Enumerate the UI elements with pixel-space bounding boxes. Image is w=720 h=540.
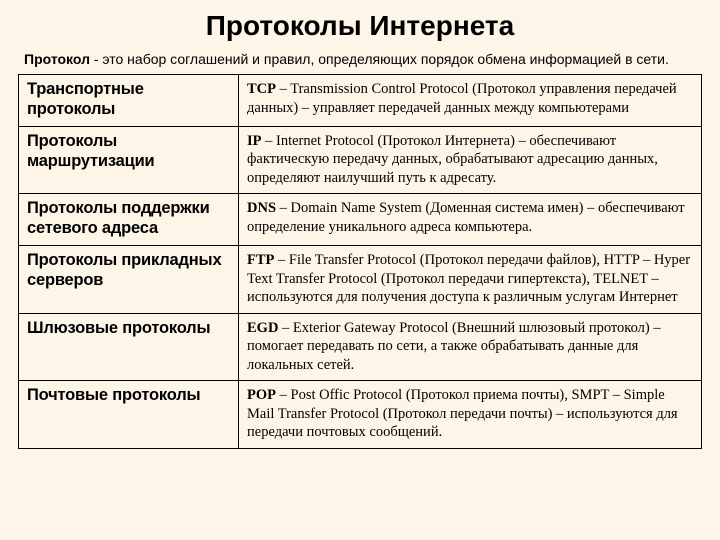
protocol-description: EGD – Exterior Gateway Protocol (Внешний…	[239, 313, 702, 381]
table-row: Протоколы поддержки сетевого адресаDNS –…	[19, 194, 702, 246]
desc-bold: FTP	[247, 252, 274, 268]
page-title: Протоколы Интернета	[18, 10, 702, 42]
definition-text: Протокол - это набор соглашений и правил…	[24, 50, 696, 68]
protocol-category: Протоколы прикладных серверов	[19, 246, 239, 314]
desc-post: – Transmission Control Protocol (Протоко…	[247, 81, 677, 116]
protocol-category: Транспортные протоколы	[19, 75, 239, 127]
desc-bold: TCP	[247, 81, 276, 97]
desc-post: – Post Offic Protocol (Протокол приема п…	[247, 387, 678, 440]
desc-post: – Domain Name System (Доменная система и…	[247, 200, 685, 235]
protocol-category: Протоколы поддержки сетевого адреса	[19, 194, 239, 246]
table-row: Протоколы маршрутизацииIP – Internet Pro…	[19, 126, 702, 194]
table-row: Почтовые протоколыPOP – Post Offic Proto…	[19, 381, 702, 449]
desc-post: – Internet Protocol (Протокол Интернета)…	[247, 133, 658, 186]
table-row: Шлюзовые протоколыEGD – Exterior Gateway…	[19, 313, 702, 381]
protocol-category: Шлюзовые протоколы	[19, 313, 239, 381]
protocol-description: TCP – Transmission Control Protocol (Про…	[239, 75, 702, 127]
desc-bold: DNS	[247, 200, 276, 216]
protocols-table: Транспортные протоколыTCP – Transmission…	[18, 74, 702, 449]
desc-bold: EGD	[247, 320, 278, 336]
protocol-description: DNS – Domain Name System (Доменная систе…	[239, 194, 702, 246]
definition-rest: - это набор соглашений и правил, определ…	[90, 51, 669, 67]
protocol-description: POP – Post Offic Protocol (Протокол прие…	[239, 381, 702, 449]
desc-bold: IP	[247, 133, 262, 149]
protocol-category: Почтовые протоколы	[19, 381, 239, 449]
desc-bold: POP	[247, 387, 276, 403]
desc-post: – File Transfer Protocol (Протокол перед…	[247, 252, 690, 305]
definition-lead: Протокол	[24, 51, 90, 67]
protocol-description: IP – Internet Protocol (Протокол Интерне…	[239, 126, 702, 194]
table-row: Транспортные протоколыTCP – Transmission…	[19, 75, 702, 127]
desc-post: – Exterior Gateway Protocol (Внешний шлю…	[247, 320, 661, 373]
protocol-description: FTP – File Transfer Protocol (Протокол п…	[239, 246, 702, 314]
table-row: Протоколы прикладных серверовFTP – File …	[19, 246, 702, 314]
slide: Протоколы Интернета Протокол - это набор…	[0, 0, 720, 540]
protocol-category: Протоколы маршрутизации	[19, 126, 239, 194]
